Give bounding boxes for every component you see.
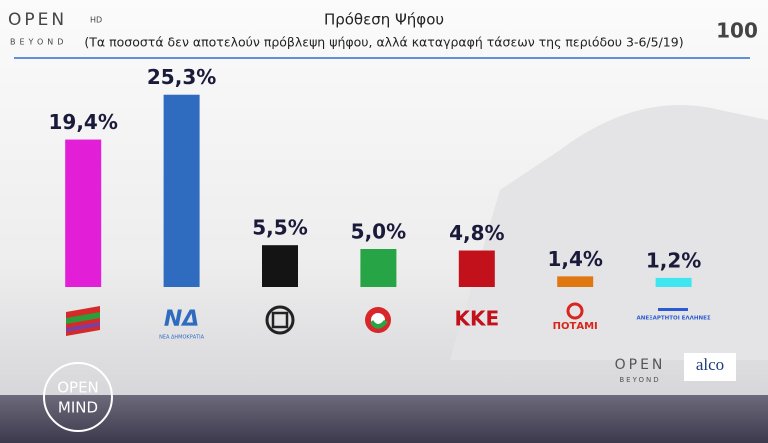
golden-dawn-logo [265, 305, 295, 335]
bar [458, 250, 495, 287]
bar [65, 139, 102, 287]
value-label: 5,5% [252, 216, 307, 240]
pollster-box [684, 353, 736, 381]
bar [163, 94, 200, 287]
pollster-logo: alco [696, 355, 724, 374]
value-label: 1,4% [547, 247, 602, 271]
bar [360, 249, 397, 287]
value-label: 4,8% [449, 221, 504, 245]
ballot-photo [450, 105, 768, 360]
channel-hd: HD [90, 16, 102, 25]
channel-logo: OPEN [8, 10, 67, 30]
value-label: 5,0% [351, 220, 406, 244]
category-label: ΚΚΕ [454, 307, 499, 331]
chart-title: Πρόθεση Ψήφου [324, 11, 444, 29]
footer-channel-sub: BEYOND [619, 376, 660, 384]
show-logo-top: OPEN [57, 379, 99, 397]
kinal-logo [365, 307, 391, 333]
show-ring [43, 362, 113, 432]
value-label: 1,2% [646, 248, 701, 272]
value-label: 19,4% [49, 110, 118, 134]
anel-logo-bar [658, 308, 688, 311]
category-label: ΑΝΕΞΑΡΤΗΤΟΙ ΕΛΛΗΝΕΣ [637, 316, 711, 322]
bar [557, 276, 594, 287]
bar [262, 245, 298, 287]
nd-tagline: ΝΕΑ ΔΗΜΟΚΡΑΤΙΑ [159, 335, 205, 341]
footer-channel: OPEN [615, 357, 666, 373]
value-label: 25,3% [147, 65, 216, 89]
bar [655, 277, 692, 287]
chart-subtitle: (Τα ποσοστά δεν αποτελούν πρόβλεψη ψήφου… [84, 35, 683, 50]
potami-logo [566, 302, 584, 320]
category-label: ΝΔ [164, 307, 199, 332]
channel-sub: BEYOND [10, 38, 67, 47]
syriza-logo [66, 306, 100, 336]
category-label: ΠΟΤΑΜΙ [553, 321, 598, 332]
footer-band [0, 395, 768, 443]
show-logo-bottom: MIND [58, 399, 98, 417]
badge: 100 [716, 19, 758, 43]
